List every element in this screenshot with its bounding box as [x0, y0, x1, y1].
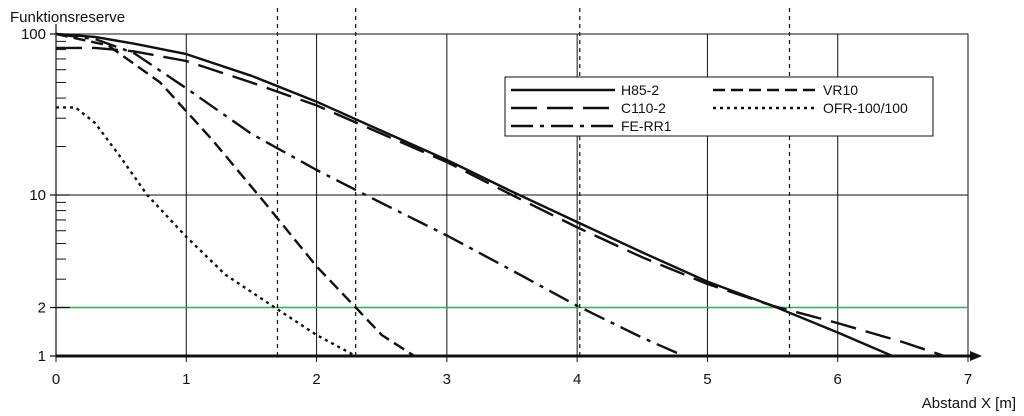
x-axis-arrow: [970, 351, 982, 361]
x-tick-label-6: 6: [834, 371, 842, 388]
x-tick-label-1: 1: [182, 371, 190, 388]
y-tick-label-100: 100: [21, 26, 46, 43]
y-tick-label-10: 10: [29, 187, 46, 204]
x-tick-label-7: 7: [964, 371, 972, 388]
x-tick-label-5: 5: [703, 371, 711, 388]
series-line-c110-2: [56, 46, 945, 358]
x-tick-label-2: 2: [312, 371, 320, 388]
series-line-fe-rr1: [55, 32, 685, 358]
x-axis-title: Abstand X [m]: [922, 395, 1016, 412]
y-tick-label-2: 2: [38, 300, 46, 317]
legend-label-c110-2: C110-2: [621, 100, 666, 116]
x-tick-label-3: 3: [443, 371, 451, 388]
series-line-vr10: [55, 32, 415, 358]
legend-label-vr10: VR10: [823, 82, 858, 98]
legend-label-fe-rr1: FE-RR1: [621, 118, 672, 134]
legend-label-h85-2: H85-2: [621, 82, 659, 98]
legend-label-ofr-100-100: OFR-100/100: [823, 100, 908, 116]
x-tick-label-4: 4: [573, 371, 581, 388]
x-tick-label-0: 0: [52, 371, 60, 388]
legend-box: [504, 76, 934, 137]
y-axis-title: Funktionsreserve: [10, 9, 125, 26]
y-tick-label-1: 1: [38, 348, 46, 365]
series-line-ofr-100-100: [56, 106, 357, 358]
